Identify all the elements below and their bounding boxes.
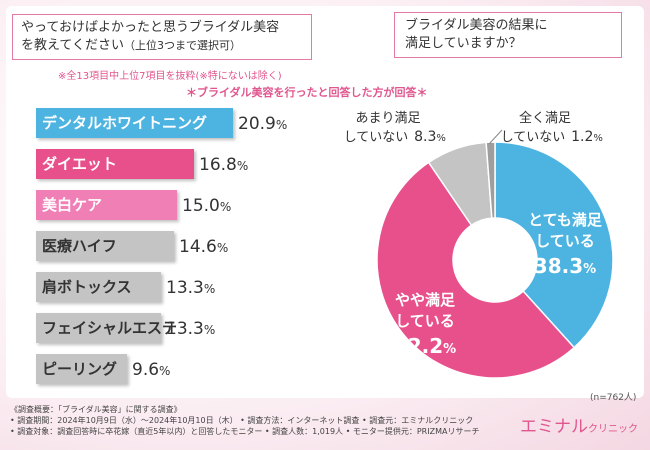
footer-line2: • 調査期間：2024年10月9日（水）～2024年10月10日（木） • 調査…: [10, 416, 474, 425]
bar-category-label: フェイシャルエステ: [42, 319, 178, 337]
bar-category-label: デンタルホワイトニング: [42, 114, 208, 132]
slice-value-label: 1.2%: [571, 129, 603, 145]
question-right-line1: ブライダル美容の結果に: [405, 18, 548, 33]
bar-value-number: 20.9: [238, 114, 276, 134]
slice-value-number: 38.3: [534, 254, 583, 278]
bar-value-number: 14.6: [179, 237, 217, 257]
bar-value-unit: %: [275, 118, 288, 132]
bar-value-label: 16.8%: [199, 149, 248, 182]
bar: [36, 354, 127, 384]
bar-value-number: 9.6: [132, 360, 160, 380]
donut-slice: [376, 161, 576, 379]
bar-value-unit: %: [203, 323, 216, 337]
bar-value-unit: %: [203, 282, 216, 296]
donut-slice: [494, 141, 614, 349]
slice-value-label: 8.3%: [414, 129, 446, 145]
logo-main: エミナル: [520, 417, 588, 437]
footer-line1: 《調査概要：「ブライダル美容」に関する調査》: [10, 405, 182, 414]
bar: [36, 190, 177, 220]
slice-name-line2: していない: [501, 130, 566, 145]
bar: [36, 272, 161, 302]
bar: [36, 108, 233, 138]
note-items: ※全13項目中上位7項目を抜粋(※特にないは除く): [58, 71, 282, 82]
donut-chart: とても満足 している 38.3% やや満足 している 52.2% あまり満足 していない 8.3…: [340, 100, 640, 390]
slice-value-label: 52.2%: [394, 334, 456, 358]
slice-value-number: 8.3: [414, 129, 436, 145]
slice-value-label: 38.3%: [534, 254, 596, 278]
bar-value-number: 13.3: [166, 319, 204, 339]
sample-size: (n=762人): [590, 393, 637, 403]
bar-value-unit: %: [216, 241, 229, 255]
slice-name-line2: していない: [344, 130, 409, 145]
bar-value-number: 16.8: [199, 155, 237, 175]
footer-line3: • 調査対象：調査回答時に卒花嫁（直近5年以内）と回答したモニター • 調査人数…: [10, 427, 480, 436]
question-right-line2: 満足していますか？: [405, 36, 522, 51]
slice-name-line1: あまり満足: [355, 111, 420, 126]
bar-value-number: 13.3: [166, 278, 204, 298]
slice-name-line1: 全く満足: [519, 110, 571, 126]
bar-value-unit: %: [159, 364, 171, 378]
slice-value-unit: %: [593, 133, 603, 144]
bar-category-label: 医療ハイフ: [42, 237, 117, 255]
donut-slice: [485, 141, 496, 219]
slice-value-unit: %: [443, 342, 456, 357]
slice-name-line1: やや満足: [395, 291, 456, 309]
bar-category-label: 美白ケア: [42, 196, 103, 214]
bar-value-unit: %: [219, 200, 232, 214]
bar-value-label: 9.6%: [132, 354, 170, 387]
slice-name-line2: している: [535, 232, 595, 250]
bar-value-unit: %: [236, 159, 249, 173]
bar-value-number: 15.0: [182, 196, 220, 216]
slice-value-number: 52.2: [394, 334, 443, 358]
bar: [36, 149, 194, 179]
bar-category-label: ダイエット: [42, 155, 117, 173]
question-left-line2: を教えてください: [21, 38, 124, 53]
note-respondents: ＊ブライダル美容を行ったと回答した方が回答＊: [186, 86, 428, 99]
bar-value-label: 14.6%: [179, 231, 228, 264]
bar-value-label: 15.0%: [182, 190, 231, 223]
slice-value-unit: %: [436, 133, 446, 144]
brand-logo: エミナルクリニック: [520, 412, 638, 437]
bar-value-label: 13.3%: [166, 313, 215, 346]
bar-category-label: 肩ボトックス: [42, 278, 132, 296]
question-right: ブライダル美容の結果に 満足していますか？: [394, 12, 622, 58]
question-left-note: （上位3つまで選択可）: [123, 39, 241, 52]
slice-value-number: 1.2: [571, 129, 593, 145]
bar-category-label: ピーリング: [42, 360, 118, 378]
bar: [36, 231, 174, 261]
bar: [36, 313, 161, 343]
slice-name-line1: とても満足: [528, 211, 603, 229]
question-left-line1: やっておけばよかったと思うブライダル美容: [21, 20, 280, 35]
slice-name-line2: している: [395, 312, 455, 330]
logo-sub: クリニック: [588, 424, 638, 435]
slice-value-unit: %: [583, 262, 596, 277]
bar-value-label: 13.3%: [166, 272, 215, 305]
leader-line: [488, 129, 503, 145]
survey-footer: 《調査概要：「ブライダル美容」に関する調査》 • 調査期間：2024年10月9日…: [10, 404, 510, 437]
bar-value-label: 20.9%: [238, 108, 287, 141]
question-left: やっておけばよかったと思うブライダル美容 を教えてください（上位3つまで選択可）: [12, 14, 312, 60]
